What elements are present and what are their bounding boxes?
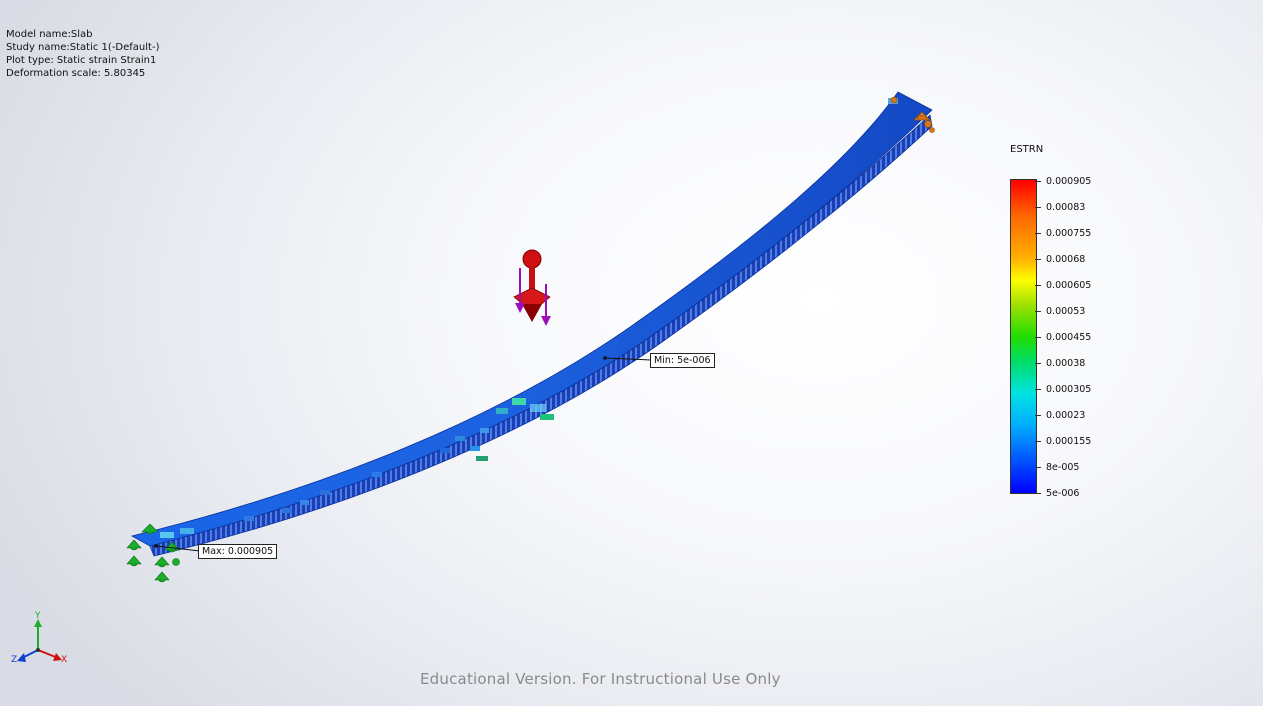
max-value-callout[interactable]: Max: 0.000905 (198, 544, 278, 559)
legend-label: 0.00068 (1046, 254, 1086, 265)
legend-label: 0.000455 (1046, 332, 1092, 343)
force-arrow-icon[interactable] (513, 249, 551, 326)
legend-label: 0.000155 (1046, 436, 1092, 447)
legend-tick (1035, 207, 1041, 208)
legend-label: 8e-005 (1046, 462, 1080, 473)
min-value-callout[interactable]: Min: 5e-006 (650, 353, 715, 368)
deformation-scale-text: Deformation scale: 5.80345 (6, 68, 146, 79)
legend-label: 0.000905 (1046, 176, 1092, 187)
study-info: Model name:Slab Study name:Static 1(-Def… (6, 28, 159, 80)
color-legend-bar[interactable] (1010, 179, 1037, 494)
legend-tick (1035, 415, 1041, 416)
min-leader (603, 356, 652, 361)
legend-label: 0.00083 (1046, 202, 1086, 213)
axis-z-label: Z (11, 655, 18, 665)
legend-tick (1035, 181, 1041, 182)
legend-tick (1035, 467, 1041, 468)
legend-tick (1035, 311, 1041, 312)
legend-label: 0.00023 (1046, 410, 1086, 421)
legend-tick (1035, 233, 1041, 234)
legend-label: 0.00053 (1046, 306, 1086, 317)
legend-tick (1035, 259, 1041, 260)
model-name-text: Model name:Slab (6, 29, 93, 40)
axis-x-label: X (61, 655, 68, 665)
max-leader (154, 544, 201, 552)
legend-label: 0.000755 (1046, 228, 1092, 239)
legend-label: 5e-006 (1046, 488, 1080, 499)
study-name-text: Study name:Static 1(-Default-) (6, 42, 160, 53)
educational-watermark: Educational Version. For Instructional U… (420, 670, 781, 688)
deformed-slab[interactable] (130, 91, 933, 547)
legend-label: 0.00038 (1046, 358, 1086, 369)
coordinate-triad-icon (17, 619, 62, 662)
roller-support-icon[interactable] (890, 96, 935, 133)
legend-tick (1035, 493, 1041, 494)
legend-tick (1035, 389, 1041, 390)
plot-type-text: Plot type: Static strain Strain1 (6, 55, 157, 66)
legend-tick (1035, 363, 1041, 364)
legend-label: 0.000305 (1046, 384, 1092, 395)
legend-tick (1035, 337, 1041, 338)
legend-label: 0.000605 (1046, 280, 1092, 291)
strain-patches (160, 98, 898, 538)
legend-tick (1035, 441, 1041, 442)
axis-y-label: Y (35, 611, 41, 621)
legend-tick (1035, 285, 1041, 286)
beam-side-face (149, 114, 933, 557)
legend-title: ESTRN (1010, 144, 1044, 155)
